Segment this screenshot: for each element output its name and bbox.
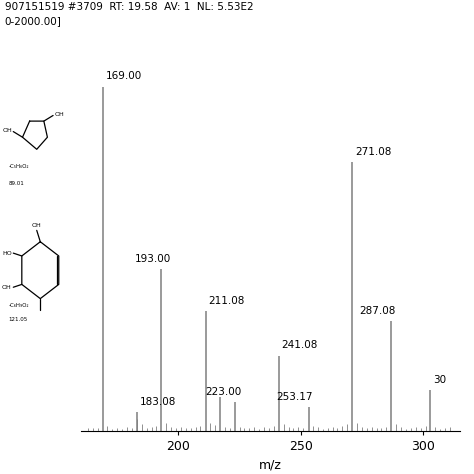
Text: 223.00: 223.00 [205, 387, 242, 397]
Text: OH: OH [3, 128, 13, 133]
Text: 193.00: 193.00 [135, 254, 171, 264]
Text: 30: 30 [433, 375, 446, 385]
Text: 89.01: 89.01 [9, 181, 24, 186]
X-axis label: m/z: m/z [259, 459, 282, 472]
Text: -C₅H₆O₂: -C₅H₆O₂ [9, 164, 29, 170]
Text: 271.08: 271.08 [355, 147, 391, 157]
Text: 287.08: 287.08 [360, 306, 396, 316]
Text: 253.17: 253.17 [277, 392, 313, 402]
Text: -C₆H₉O₂: -C₆H₉O₂ [9, 303, 29, 308]
Text: HO: HO [2, 251, 12, 255]
Text: 241.08: 241.08 [282, 340, 318, 350]
Text: 211.08: 211.08 [208, 295, 245, 306]
Text: 0-2000.00]: 0-2000.00] [5, 17, 62, 27]
Text: OH: OH [2, 285, 12, 290]
Text: OH: OH [32, 223, 42, 228]
Text: 121.05: 121.05 [9, 317, 27, 322]
Text: 169.00: 169.00 [106, 72, 143, 82]
Text: 183.08: 183.08 [139, 397, 176, 407]
Text: OH: OH [55, 112, 64, 117]
Text: 907151519 #3709  RT: 19.58  AV: 1  NL: 5.53E2: 907151519 #3709 RT: 19.58 AV: 1 NL: 5.53… [5, 2, 254, 12]
